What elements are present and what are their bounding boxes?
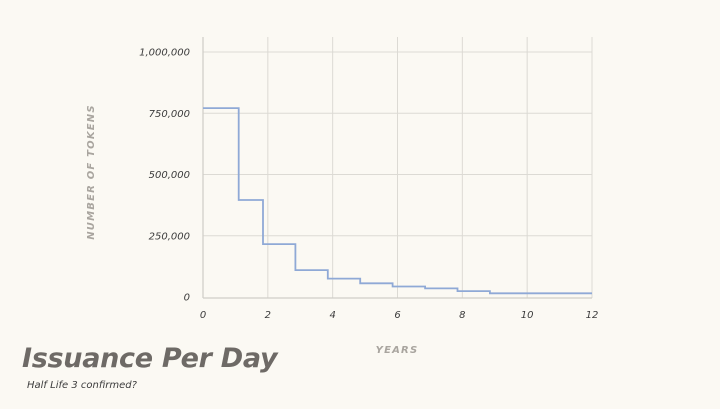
x-tick-label: 2 bbox=[265, 310, 271, 321]
y-tick-label: 1,000,000 bbox=[139, 48, 190, 59]
x-tick-label: 10 bbox=[521, 310, 534, 321]
x-tick-label: 6 bbox=[394, 310, 400, 321]
x-tick-label: 4 bbox=[329, 310, 335, 321]
y-axis-title: NUMBER OF TOKENS bbox=[86, 104, 97, 240]
series bbox=[203, 107, 592, 295]
y-tick-labels: 0 250,000 500,000 750,000 1,000,000 bbox=[139, 48, 190, 304]
y-tick-label: 0 bbox=[184, 293, 190, 304]
x-tick-labels: 0 2 4 6 8 10 12 bbox=[200, 310, 599, 321]
y-tick-label: 500,000 bbox=[149, 170, 190, 181]
grid bbox=[203, 37, 593, 298]
y-tick-label: 750,000 bbox=[149, 109, 190, 120]
issuance-step-line bbox=[203, 107, 592, 295]
x-tick-label: 12 bbox=[586, 310, 599, 321]
x-tick-label: 0 bbox=[200, 310, 206, 321]
chart-title: Issuance Per Day bbox=[22, 343, 278, 374]
axes bbox=[202, 37, 592, 299]
chart-subtitle: Half Life 3 confirmed? bbox=[27, 380, 137, 391]
x-axis-title: YEARS bbox=[376, 345, 419, 356]
x-tick-label: 8 bbox=[459, 310, 465, 321]
y-tick-label: 250,000 bbox=[149, 231, 190, 242]
